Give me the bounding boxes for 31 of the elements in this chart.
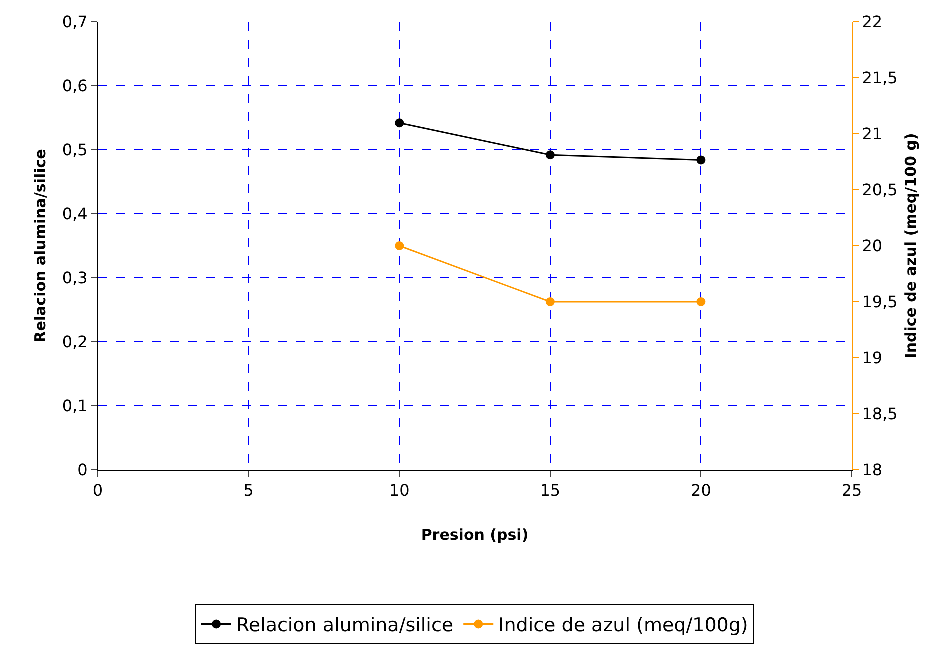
point [395,118,404,128]
y2-axis-title: Indice de azul (meq/100 g) [902,133,920,359]
point [546,150,555,160]
x-tick-label: 5 [244,481,254,500]
y2-tick-label: 22 [862,12,883,32]
y-tick-label: 0,3 [62,268,88,288]
y-tick-label: 0,4 [62,204,88,224]
x-axis-title: Presion (psi) [421,526,529,544]
legend-label: Indice de azul (meq/100g) [498,614,748,637]
y-axis-title: Relacion alumina/silice [32,149,50,343]
y-tick-label: 0,5 [62,140,88,160]
y2-tick-label: 21,5 [862,68,898,88]
x-tick-label: 25 [842,481,862,500]
y2-tick-label: 21 [862,124,883,144]
y-tick-label: 0,1 [62,396,88,416]
y-tick-label: 0,2 [62,332,88,352]
legend-label: Relacion alumina/silice [236,614,454,637]
x-tick-label: 15 [540,481,561,500]
y2-tick-label: 18,5 [862,404,898,424]
y-tick-label: 0,7 [62,12,88,32]
y-tick-label: 0 [78,460,88,480]
x-tick-label: 20 [691,481,712,500]
point [696,156,706,165]
y2-tick-label: 20 [862,236,883,256]
y-tick-label: 0,6 [62,76,88,96]
y2-tick-label: 18 [862,460,883,480]
y2-tick-label: 19 [862,348,883,368]
y2-tick-label: 20,5 [862,180,898,200]
x-tick-label: 0 [92,481,104,500]
y2-tick-label: 19,5 [862,292,898,312]
x-tick-label: 10 [389,481,410,500]
